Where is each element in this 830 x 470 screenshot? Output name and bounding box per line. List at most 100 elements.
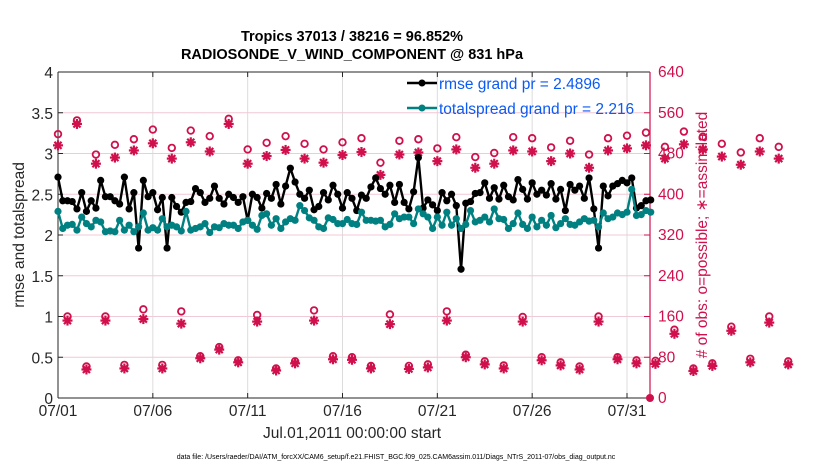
totalspread-point [438,221,446,229]
obs-assimilated-point [470,162,481,173]
rmse-point [433,206,441,215]
obs-possible-point [186,126,195,135]
rmse-point [300,194,309,202]
y2-tick-label: 80 [658,349,676,366]
legend-rmse-marker [418,79,426,87]
rmse-point [594,244,603,252]
y-tick-label: 2.5 [31,187,53,204]
obs-assimilated-point [754,146,765,157]
obs-assimilated-point [631,358,642,369]
totalspread-point [647,208,655,216]
rmse-point [575,182,584,190]
y-tick-label: 2 [44,228,53,245]
obs-assimilated-point [346,354,357,365]
rmse-point [452,202,460,210]
obs-possible-point [622,131,632,140]
obs-assimilated-point [356,146,367,157]
obs-assimilated-point [640,140,651,151]
y-tick-label: 0 [44,391,53,408]
rmse-point [381,190,389,198]
obs-possible-point [139,305,148,314]
obs-possible-point [385,310,395,319]
obs-assimilated-point [479,359,490,370]
data-file-footnote: data file: /Users/raeder/DAI/ATM_forcXX/… [177,454,616,461]
rmse-point [78,189,86,197]
rmse-point [410,188,418,196]
rmse-point [395,180,403,189]
obs-assimilated-point [128,145,139,156]
totalspread-point [433,213,441,221]
rmse-point [647,196,655,204]
obs-assimilated-point [309,315,320,326]
rmse-point [443,197,451,205]
totalspread-point [447,221,456,229]
rmse-point [547,180,555,188]
obs-assimilated-point [147,138,158,149]
rmse-point [414,153,422,162]
totalspread-point [376,216,385,224]
rmse-point [623,179,631,187]
legend-spread-label: totalspread grand pr = 2.216 [439,101,634,118]
totalspread-point [414,205,422,213]
obs-assimilated-point [669,328,680,339]
rmse-point [329,181,337,189]
rmse-point [120,173,128,181]
rmse-point [457,265,465,273]
totalspread-point [338,219,347,228]
obs-possible-point [177,307,186,316]
totalspread-point [552,224,560,232]
rmse-point [519,185,527,193]
obs-possible-point [584,150,594,159]
rmse-point [585,174,593,182]
totalspread-point [111,228,119,236]
obs-possible-point [442,307,452,316]
totalspread-point [267,221,275,229]
y-tick-label: 3 [44,147,53,164]
rmse-point [239,193,247,201]
rmse-point [258,204,266,212]
rmse-point [54,173,62,181]
rmse-point [334,190,342,198]
obs-assimilated-point [337,150,348,161]
obs-assimilated-point [555,360,566,371]
obs-assimilated-point [100,315,111,326]
x-tick-label: 07/11 [229,403,267,420]
totalspread-point [500,215,508,224]
obs-possible-point [452,132,461,142]
obs-assimilated-point [489,158,500,169]
rmse-point [400,198,408,206]
rmse-point [263,189,271,198]
rmse-point [215,194,223,202]
totalspread-point [561,215,569,223]
obs-assimilated-point [441,315,452,326]
obs-assimilated-point [71,118,82,129]
x-tick-label: 07/06 [133,403,172,420]
obs-assimilated-point [157,363,168,374]
legend: rmse grand pr = 2.4896 totalspread grand… [407,76,634,118]
obs-assimilated-point [726,325,737,336]
obs-assimilated-point [527,146,538,157]
rmse-point [206,194,214,202]
rmse-point [253,193,261,202]
obs-possible-point [414,135,423,144]
rmse-point [87,197,95,205]
totalspread-point [481,213,489,221]
obs-assimilated-point [593,316,604,327]
obs-assimilated-point [242,158,253,169]
y-tick-label: 1 [44,310,53,327]
totalspread-point [263,210,271,218]
obs-possible-point [243,145,252,154]
obs-possible-point [565,136,575,145]
obs-assimilated-point [764,317,775,328]
rmse-point [571,186,579,194]
obs-possible-point [300,139,309,149]
obs-possible-point [110,140,120,150]
obs-assimilated-point [517,316,528,327]
totalspread-point [485,218,494,226]
totalspread-point [172,223,181,231]
rmse-point [315,202,323,211]
obs-possible-point [490,148,499,158]
totalspread-point [135,223,143,231]
totalspread-point [623,208,631,216]
x-tick-label: 07/26 [513,403,552,420]
